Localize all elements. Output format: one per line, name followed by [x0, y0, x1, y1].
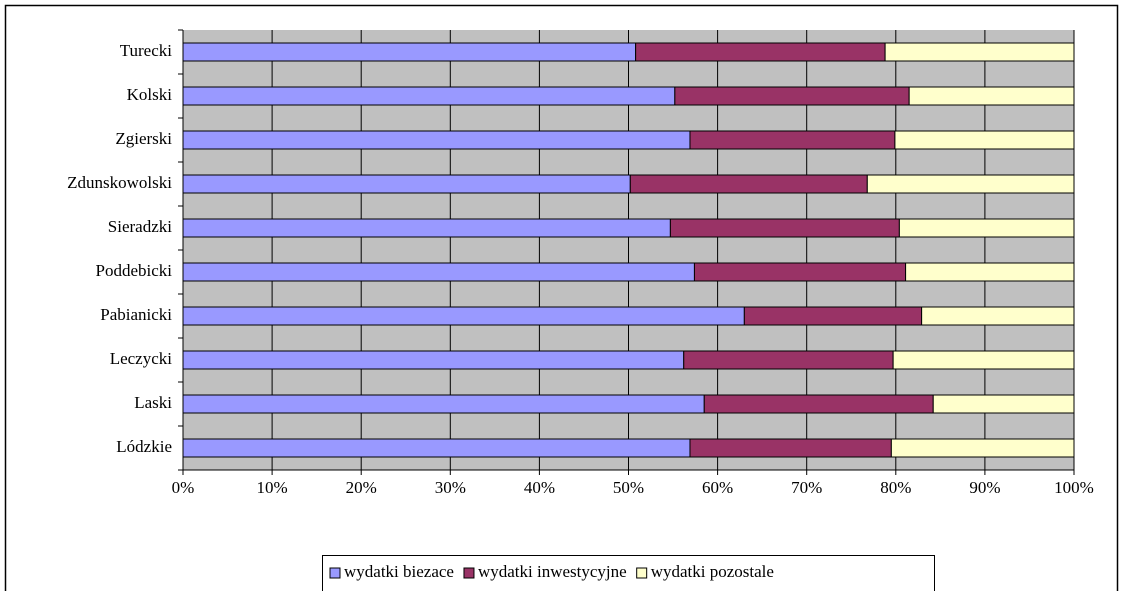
bar-segment	[905, 262, 1075, 282]
bar-segment	[693, 262, 907, 282]
bar-segment	[182, 394, 705, 414]
bar-segment	[669, 218, 900, 238]
y-tick-label: Laski	[134, 393, 172, 412]
bar-segment	[683, 350, 894, 370]
legend-swatch	[636, 567, 648, 579]
legend-box	[322, 555, 935, 591]
x-tick-label: 60%	[702, 478, 733, 497]
y-tick-label: Zdunskowolski	[67, 173, 172, 192]
bar-segment	[932, 394, 1075, 414]
legend-swatch	[329, 567, 341, 579]
x-tick-label: 40%	[524, 478, 555, 497]
bar-segment	[884, 42, 1075, 62]
bar-segment	[890, 438, 1075, 458]
bar-segment	[182, 130, 691, 150]
y-tick-label: Pabianicki	[100, 305, 172, 324]
x-tick-label: 50%	[613, 478, 644, 497]
x-tick-label: 20%	[346, 478, 377, 497]
bar-segment	[635, 42, 886, 62]
x-tick-label: 30%	[435, 478, 466, 497]
bar-segment	[689, 438, 892, 458]
legend-label: wydatki pozostale	[651, 562, 774, 581]
x-tick-label: 10%	[257, 478, 288, 497]
bar-segment	[182, 306, 745, 326]
bar-segment	[898, 218, 1075, 238]
bar-segment	[182, 438, 691, 458]
y-tick-label: Turecki	[120, 41, 173, 60]
bar-segment	[894, 130, 1075, 150]
x-tick-label: 80%	[880, 478, 911, 497]
y-tick-label: Sieradzki	[108, 217, 172, 236]
bar-segment	[866, 174, 1075, 194]
bar-segment	[703, 394, 934, 414]
bar-segment	[182, 218, 671, 238]
legend-swatch	[463, 567, 475, 579]
bar-segment	[921, 306, 1075, 326]
x-tick-label: 70%	[791, 478, 822, 497]
bar-segment	[743, 306, 923, 326]
bar-segment	[629, 174, 868, 194]
bar-segment	[182, 42, 637, 62]
x-tick-label: 0%	[172, 478, 195, 497]
y-tick-label: Kolski	[127, 85, 173, 104]
bar-segment	[182, 174, 631, 194]
y-tick-label: Zgierski	[115, 129, 172, 148]
legend-label: wydatki inwestycyjne	[478, 562, 627, 581]
y-tick-label: Poddebicki	[96, 261, 173, 280]
bar-segment	[182, 350, 685, 370]
y-tick-label: Leczycki	[110, 349, 173, 368]
bar-segment	[892, 350, 1075, 370]
x-tick-label: 100%	[1054, 478, 1094, 497]
bar-segment	[689, 130, 896, 150]
y-tick-label: Lódzkie	[116, 437, 172, 456]
bar-segment	[182, 86, 676, 106]
bar-segment	[674, 86, 910, 106]
bar-segment	[182, 262, 695, 282]
x-tick-label: 90%	[969, 478, 1000, 497]
bar-segment	[908, 86, 1075, 106]
legend-label: wydatki biezace	[344, 562, 454, 581]
